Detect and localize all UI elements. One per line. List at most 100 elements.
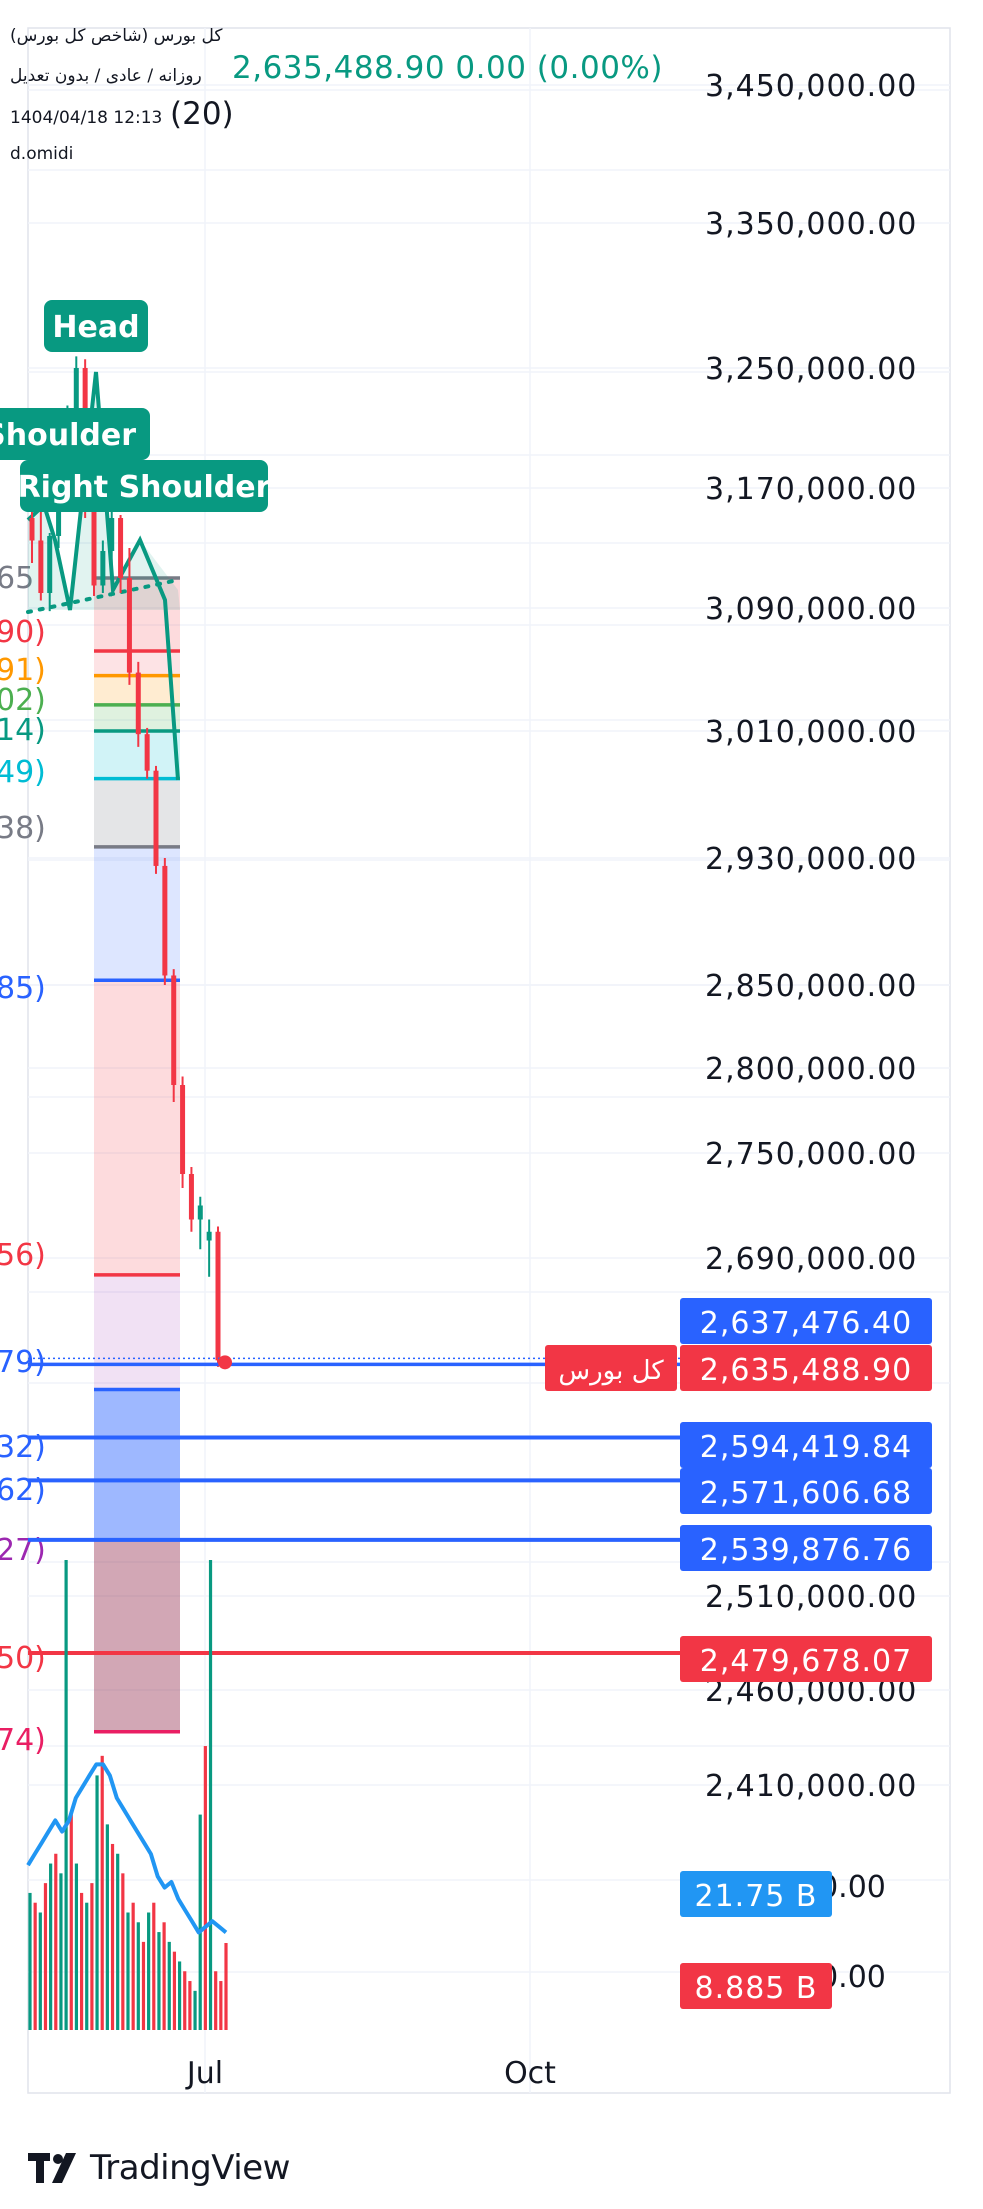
price-axis-tick: 3,450,000.00 [705, 69, 917, 104]
fib-zone [94, 651, 180, 676]
price-axis-tick: 2,850,000.00 [705, 969, 917, 1004]
volume-bar [95, 1775, 99, 2030]
volume-bar [69, 1814, 73, 2030]
fib-zone [94, 1389, 180, 1540]
fib-level-label: 90) [0, 615, 46, 650]
candle-body [118, 518, 124, 578]
price-label-text: 2,479,678.07 [700, 1644, 912, 1679]
candle-body [162, 865, 168, 976]
volume-bar [28, 1892, 32, 2030]
volume-bar [219, 1981, 223, 2030]
fib-zone [94, 778, 180, 847]
price-label-badge [680, 1422, 932, 1468]
volume-bar [172, 1951, 177, 2030]
fib-level-label: 85) [0, 971, 46, 1006]
price-axis-tick: 2,510,000.00 [705, 1580, 917, 1615]
price-label-badge [680, 1525, 932, 1571]
fib-level-label: 49) [0, 755, 46, 790]
volume-bar [157, 1932, 161, 2030]
symbol-label-text: کل بورس [558, 1356, 664, 1386]
candle-body [100, 551, 106, 586]
candle-body [153, 770, 159, 866]
fib-level-label: 62) [0, 1473, 46, 1508]
candle-body [29, 518, 35, 541]
volume-bar [162, 1922, 166, 2030]
symbol-label-badge [545, 1345, 677, 1391]
volume-bar [54, 1853, 58, 2030]
fib-zone [94, 980, 180, 1275]
volume-bar [121, 1873, 125, 2030]
price-axis-tick: 3,250,000.00 [705, 352, 917, 387]
volume-bar [90, 1883, 94, 2030]
fib-level-label: 79) [0, 1345, 46, 1380]
volume-label-badge [680, 1871, 832, 1917]
candle-body [180, 1085, 186, 1174]
volume-bar [43, 1883, 48, 2030]
price-label-text: 2,594,419.84 [700, 1430, 912, 1465]
volume-bar [208, 1560, 213, 2030]
neckline [26, 578, 180, 614]
volume-period-label: (20) [170, 96, 234, 132]
volume-bar [100, 1755, 104, 2030]
volume-bar [147, 1912, 151, 2030]
price-label-text: 2,571,606.68 [700, 1476, 912, 1511]
volume-bar [152, 1902, 156, 2030]
fib-level-label: 14) [0, 713, 46, 748]
volume-ma-line [26, 1762, 228, 1935]
volume-bar [33, 1902, 37, 2030]
price-axis-tick: 2,410,000.00 [705, 1769, 917, 1804]
volume-label-text: 21.75 B [694, 1879, 817, 1914]
volume-bar [131, 1902, 135, 2030]
fib-zone [94, 731, 180, 779]
price-label-text: 2,637,476.40 [700, 1306, 912, 1341]
price-axis-tick: 2,800,000.00 [705, 1052, 917, 1087]
price-label-badge [680, 1298, 932, 1344]
price-axis-tick: 2,750,000.00 [705, 1137, 917, 1172]
fib-level-label: 56) [0, 1238, 46, 1273]
volume-label-badge [680, 1963, 832, 2009]
chart-frame [27, 27, 951, 2094]
time-axis-tick: Jul [185, 2056, 223, 2091]
candle-body [215, 1231, 221, 1361]
volume-bar [85, 1902, 89, 2030]
last-price-dot [218, 1355, 232, 1370]
volume-bar [177, 1961, 182, 2030]
volume-bar [59, 1873, 63, 2030]
candle-body [91, 506, 97, 586]
candle-body [197, 1205, 203, 1220]
candle-body [47, 536, 53, 593]
fib-zone [94, 1274, 180, 1390]
volume-bar [126, 1912, 130, 2030]
pattern-line [26, 371, 180, 781]
volume-bar [188, 1981, 192, 2030]
chart-timestamp: 1404/04/18 12:13 [10, 108, 163, 128]
tradingview-brand[interactable]: TradingView [28, 2148, 290, 2188]
pattern-label-right-shoulder-bg [20, 460, 268, 512]
volume-bar [183, 1971, 187, 2030]
candle-body [109, 518, 115, 551]
volume-bar [38, 1912, 42, 2030]
candle-body [73, 368, 79, 416]
volume-bar [74, 1863, 79, 2030]
candle-body [171, 975, 177, 1085]
volume-bar [136, 1922, 140, 2030]
fib-level-label: 32) [0, 1430, 46, 1465]
last-price-change: 2,635,488.90 0.00 (0.00%) [232, 50, 663, 86]
volume-bar [203, 1746, 207, 2030]
volume-bar [110, 1843, 115, 2030]
price-axis-tick: 3,090,000.00 [705, 592, 917, 627]
candle-body [188, 1174, 194, 1220]
pattern-label-head-bg [44, 300, 148, 352]
pattern-label-left-shoulder: Left Shoulder [0, 418, 136, 453]
pattern-label-head: Head [52, 310, 139, 345]
price-axis-tick: 2,930,000.00 [705, 842, 917, 877]
fib-level-label: 02) [0, 683, 46, 718]
price-label-text: 2,635,488.90 [700, 1353, 912, 1388]
price-label-text: 2,539,876.76 [700, 1533, 912, 1568]
volume-bar [105, 1824, 109, 2030]
time-axis-tick: Oct [504, 2056, 556, 2091]
price-label-badge [680, 1468, 932, 1514]
price-label-badge [680, 1345, 932, 1391]
pattern-label-right-shoulder: Right Shoulder [18, 470, 271, 505]
chart-author: d.omidi [10, 144, 74, 164]
